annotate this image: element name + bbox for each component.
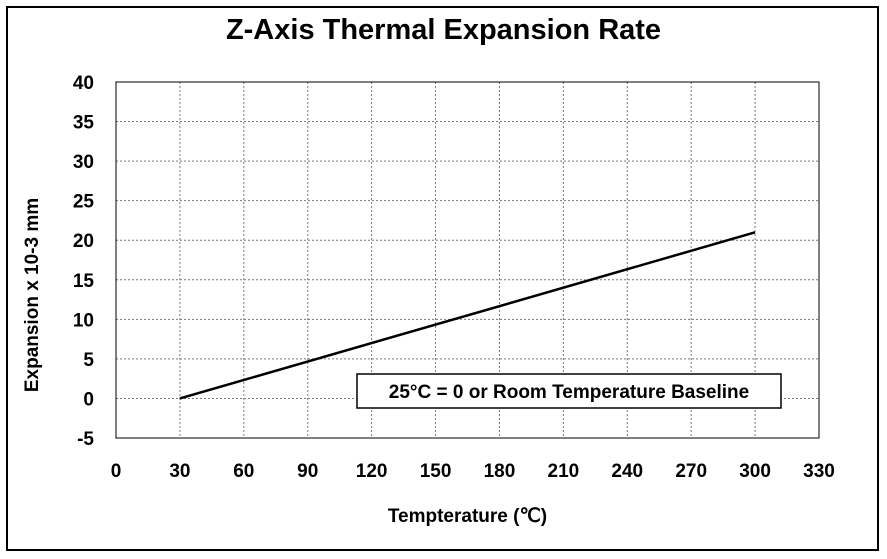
x-tick-label: 210: [548, 461, 580, 482]
annotation-box-group: 25°C = 0 or Room Temperature Baseline: [356, 373, 782, 409]
x-tick-label: 150: [420, 461, 452, 482]
x-tick-label: 330: [803, 461, 835, 482]
y-tick-labels: -5 0 5 10 15 20 25 30 35 40: [73, 73, 95, 450]
y-tick-label: 15: [73, 271, 95, 292]
x-tick-label: 0: [111, 461, 122, 482]
y-tick-label: -5: [77, 429, 94, 450]
annotation-text: 25°C = 0 or Room Temperature Baseline: [389, 382, 749, 403]
y-tick-label: 20: [73, 231, 94, 252]
x-tick-label: 90: [297, 461, 318, 482]
y-tick-label: 40: [73, 73, 94, 94]
x-tick-label: 270: [675, 461, 707, 482]
y-tick-label: 30: [73, 152, 94, 173]
x-tick-label: 300: [739, 461, 771, 482]
x-axis-label: Tempterature (℃): [387, 506, 548, 527]
series-lines: [179, 231, 756, 400]
y-tick-label: 0: [83, 389, 94, 410]
y-tick-label: 35: [73, 113, 95, 134]
y-tick-label: 5: [83, 350, 94, 371]
x-tick-label: 120: [356, 461, 388, 482]
x-tick-label: 30: [169, 461, 190, 482]
x-tick-label: 60: [233, 461, 254, 482]
annotation-box: [356, 373, 782, 409]
chart-title: Z-Axis Thermal Expansion Rate: [225, 14, 662, 46]
plot-area-border: [115, 81, 820, 439]
x-tick-labels: 0 30 60 90 120 150 180 210 240 270 300 330: [111, 461, 835, 482]
chart-frame: [6, 6, 879, 551]
x-tick-label: 180: [484, 461, 516, 482]
series-line: [179, 231, 756, 400]
y-tick-label: 10: [73, 310, 94, 331]
y-tick-label: 25: [73, 192, 95, 213]
x-tick-label: 240: [611, 461, 643, 482]
